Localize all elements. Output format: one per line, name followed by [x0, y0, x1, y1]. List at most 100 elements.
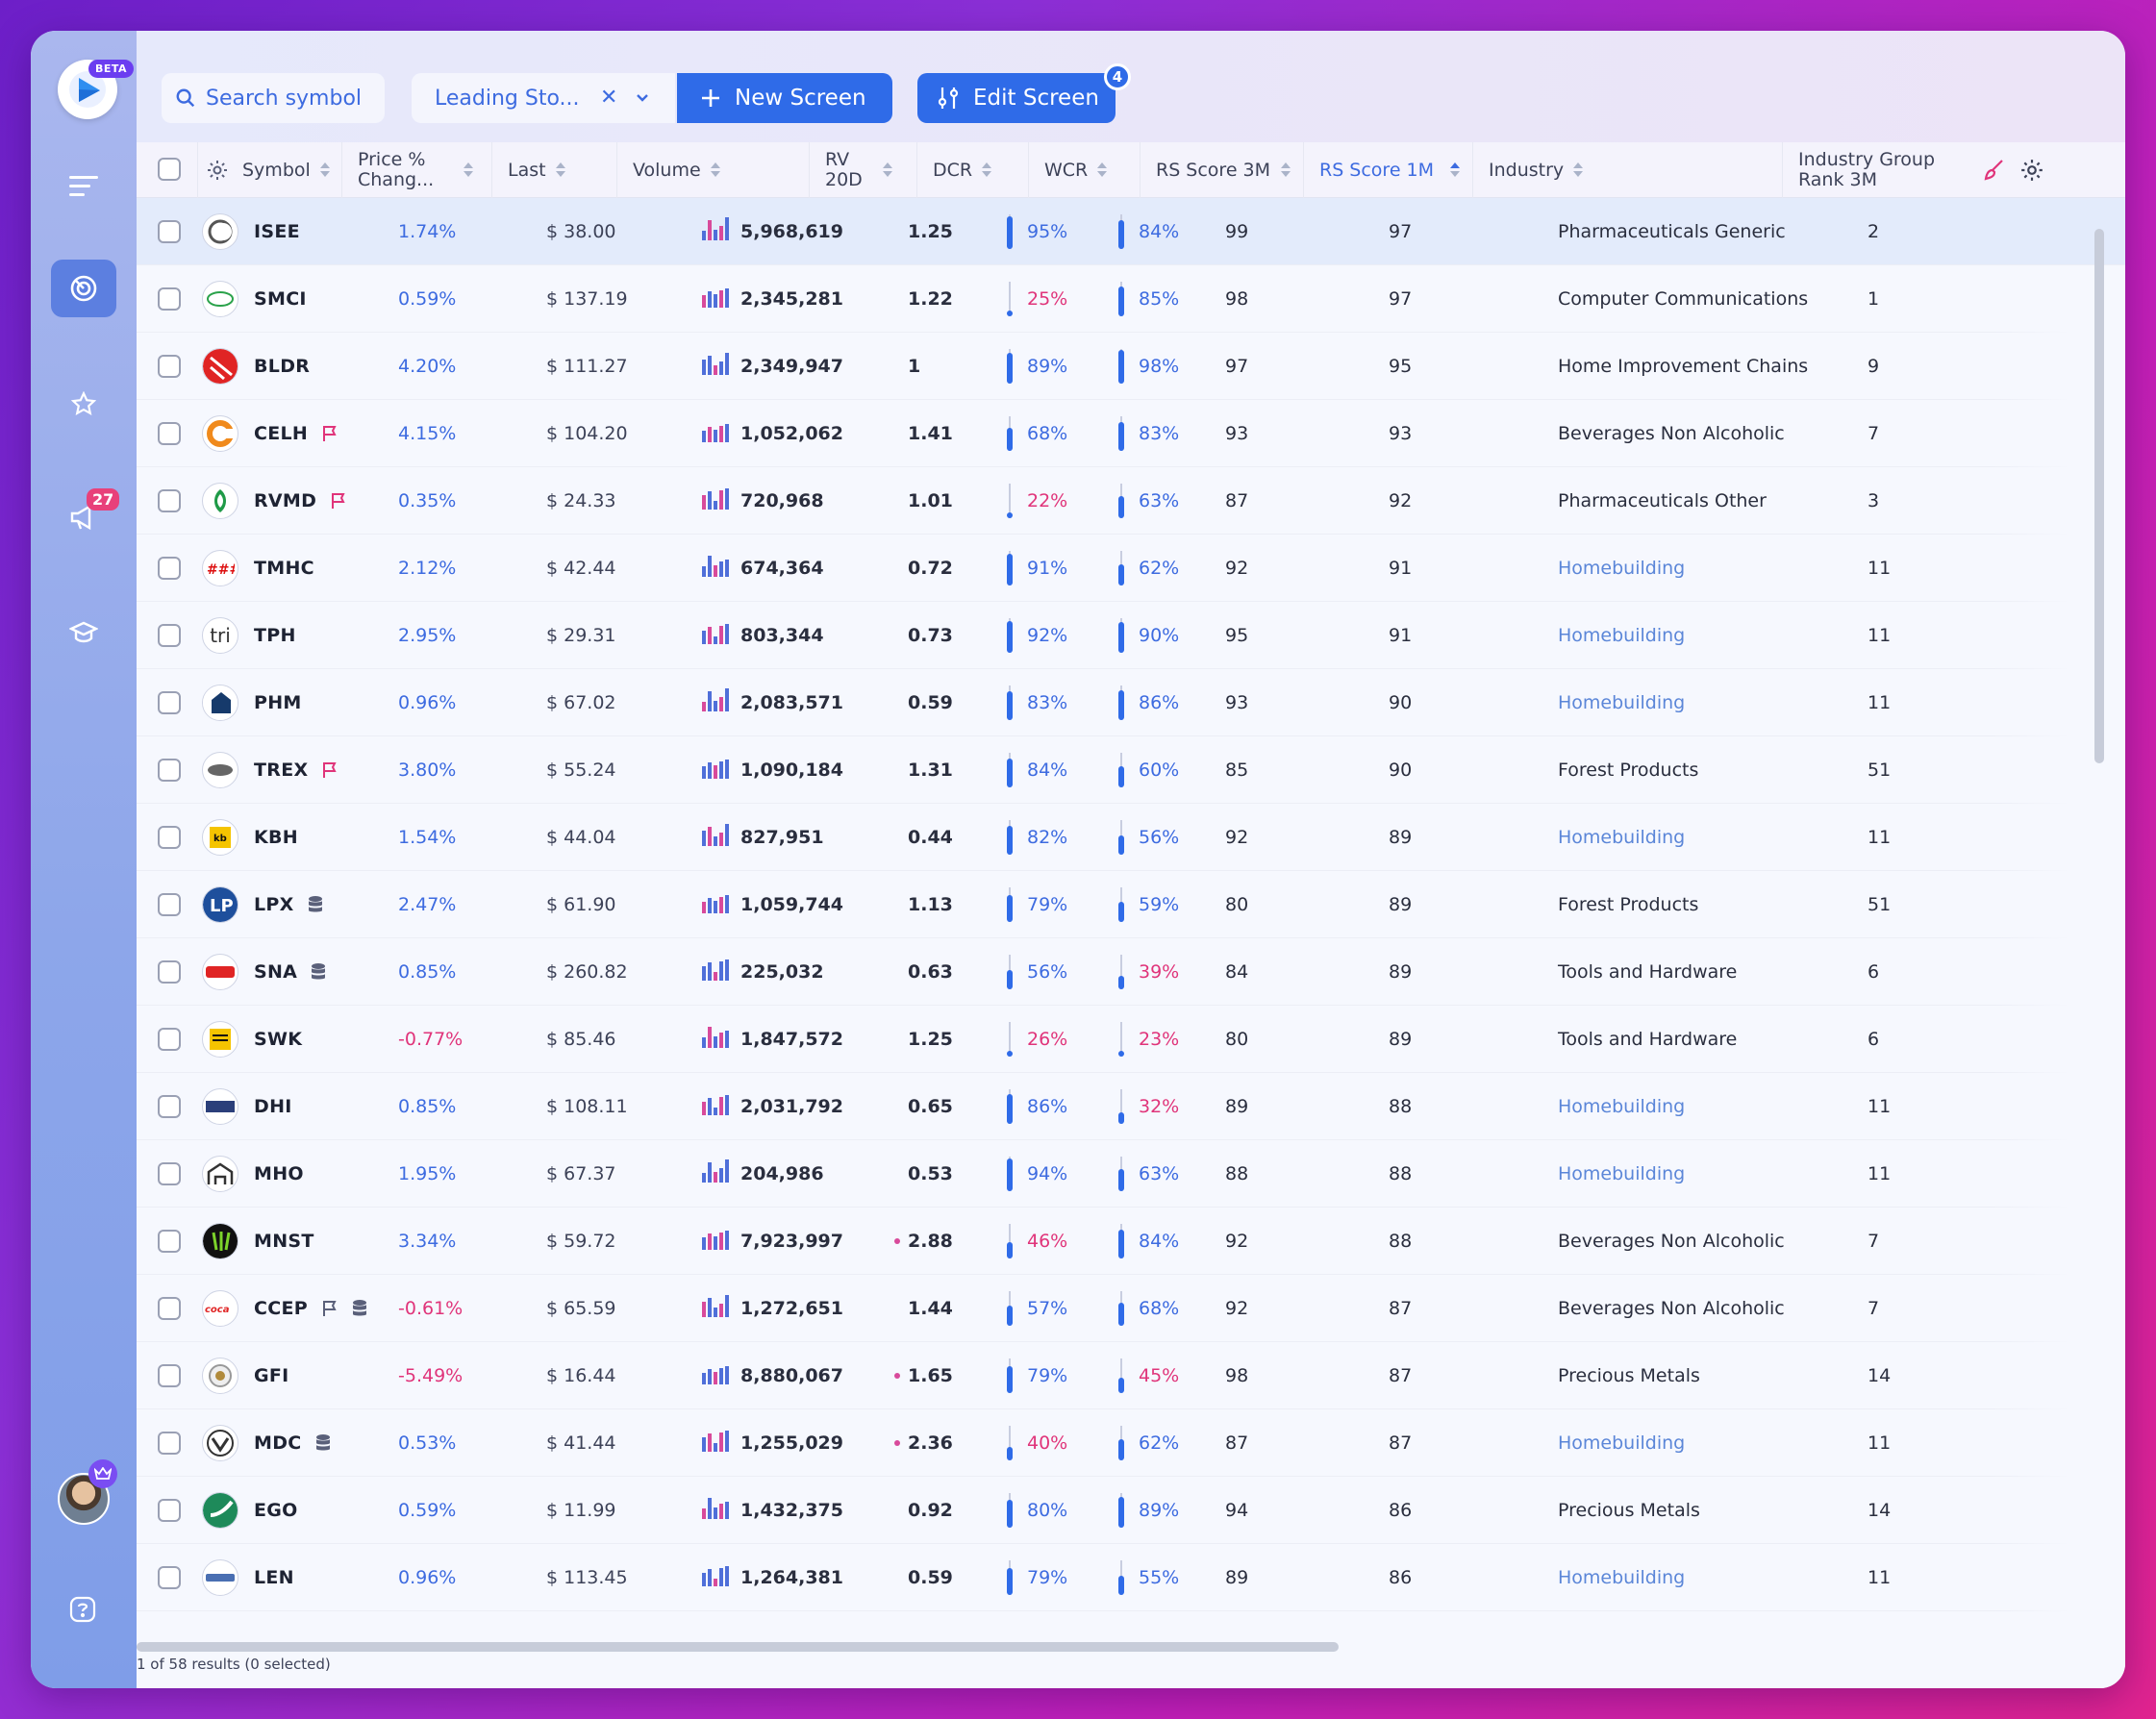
industry-cell[interactable]: Homebuilding — [1558, 1163, 1686, 1184]
row-checkbox[interactable] — [158, 1162, 181, 1185]
symbol[interactable]: MNST — [254, 1231, 314, 1252]
industry-cell[interactable]: Homebuilding — [1558, 625, 1686, 646]
sort-icon[interactable] — [883, 162, 892, 179]
symbol[interactable]: SNA — [254, 961, 298, 983]
symbol[interactable]: RVMD — [254, 490, 317, 511]
symbol-cell[interactable]: PHM — [254, 669, 302, 736]
sort-icon[interactable] — [1097, 162, 1108, 179]
row-checkbox[interactable] — [158, 893, 181, 916]
menu-icon[interactable] — [51, 157, 116, 214]
sort-icon[interactable] — [319, 162, 330, 179]
database-icon[interactable] — [315, 1434, 331, 1452]
row-checkbox[interactable] — [158, 557, 181, 580]
symbol-cell[interactable]: LEN — [254, 1544, 294, 1611]
row-checkbox[interactable] — [158, 624, 181, 647]
industry-cell[interactable]: Homebuilding — [1558, 827, 1686, 848]
screener-nav-icon[interactable] — [51, 260, 116, 317]
row-checkbox[interactable] — [158, 355, 181, 378]
symbol-cell[interactable]: CCEP — [254, 1275, 367, 1342]
table-row[interactable]: MNST 3.34% $ 59.72 7,923,997 2.88 46% 84… — [137, 1208, 2125, 1275]
table-row[interactable]: kb KBH 1.54% $ 44.04 827,951 0.44 82% 56… — [137, 804, 2125, 871]
row-checkbox[interactable] — [158, 1364, 181, 1387]
row-checkbox[interactable] — [158, 691, 181, 714]
header-symbol[interactable]: Symbol — [198, 142, 342, 198]
symbol-cell[interactable]: LPX — [254, 871, 323, 938]
symbol-cell[interactable]: GFI — [254, 1342, 289, 1409]
symbol-cell[interactable]: ISEE — [254, 198, 300, 265]
clear-screen-icon[interactable]: ✕ — [600, 86, 618, 110]
sort-icon[interactable] — [1281, 162, 1291, 179]
chevron-down-icon[interactable] — [635, 90, 650, 106]
horizontal-scrollbar[interactable] — [137, 1642, 1339, 1652]
watchlist-star-icon[interactable] — [51, 375, 116, 433]
row-checkbox[interactable] — [158, 489, 181, 512]
row-checkbox[interactable] — [158, 1230, 181, 1253]
row-checkbox[interactable] — [158, 1432, 181, 1455]
edit-screen-button[interactable]: Edit Screen — [917, 73, 1116, 123]
screen-selector[interactable]: Leading Sto... ✕ — [412, 73, 675, 123]
table-row[interactable]: tri TPH 2.95% $ 29.31 803,344 0.73 92% 9… — [137, 602, 2125, 669]
header-rs3m[interactable]: RS Score 3M — [1141, 142, 1304, 198]
search-input[interactable]: Search symbol — [162, 73, 385, 123]
database-icon[interactable] — [352, 1300, 367, 1317]
symbol[interactable]: KBH — [254, 827, 299, 848]
vertical-scrollbar[interactable] — [2094, 229, 2104, 763]
sort-icon[interactable] — [710, 162, 720, 179]
table-row[interactable]: coca CCEP -0.61% $ 65.59 1,272,651 1.44 … — [137, 1275, 2125, 1342]
symbol[interactable]: CELH — [254, 423, 309, 444]
education-icon[interactable] — [51, 604, 116, 661]
symbol[interactable]: ISEE — [254, 221, 300, 242]
table-settings-gear-icon[interactable] — [2019, 158, 2044, 183]
flag-icon[interactable] — [321, 761, 338, 779]
symbol-cell[interactable]: TPH — [254, 602, 296, 669]
table-row[interactable]: SMCI 0.59% $ 137.19 2,345,281 1.22 25% 8… — [137, 265, 2125, 333]
row-checkbox[interactable] — [158, 422, 181, 445]
table-row[interactable]: CELH 4.15% $ 104.20 1,052,062 1.41 68% 8… — [137, 400, 2125, 467]
symbol-cell[interactable]: CELH — [254, 400, 338, 467]
row-checkbox[interactable] — [158, 220, 181, 243]
row-checkbox[interactable] — [158, 1095, 181, 1118]
table-row[interactable]: #### TMHC 2.12% $ 42.44 674,364 0.72 91%… — [137, 535, 2125, 602]
select-all-checkbox[interactable] — [158, 158, 181, 181]
symbol-cell[interactable]: BLDR — [254, 333, 310, 400]
industry-cell[interactable]: Homebuilding — [1558, 1567, 1686, 1588]
sort-icon[interactable] — [464, 162, 473, 179]
clear-filters-brush-icon[interactable] — [1981, 158, 2006, 183]
symbol-cell[interactable]: MHO — [254, 1140, 304, 1208]
header-industry[interactable]: Industry — [1473, 142, 1783, 198]
row-checkbox[interactable] — [158, 960, 181, 984]
symbol[interactable]: MHO — [254, 1163, 304, 1184]
sort-icon[interactable] — [555, 162, 565, 179]
header-price-pct[interactable]: Price % Chang... — [342, 142, 492, 198]
row-checkbox[interactable] — [158, 1028, 181, 1051]
table-row[interactable]: ISEE 1.74% $ 38.00 5,968,619 1.25 95% 84… — [137, 198, 2125, 265]
flag-icon[interactable] — [321, 425, 338, 442]
symbol-cell[interactable]: MNST — [254, 1208, 314, 1275]
row-checkbox[interactable] — [158, 1499, 181, 1522]
symbol[interactable]: TREX — [254, 760, 309, 781]
table-row[interactable]: PHM 0.96% $ 67.02 2,083,571 0.59 83% 86%… — [137, 669, 2125, 736]
table-row[interactable]: LP LPX 2.47% $ 61.90 1,059,744 1.13 79% … — [137, 871, 2125, 938]
header-rv[interactable]: RV 20D — [810, 142, 917, 198]
sort-icon[interactable] — [982, 162, 992, 179]
symbol-cell[interactable]: SWK — [254, 1006, 302, 1073]
table-row[interactable]: SWK -0.77% $ 85.46 1,847,572 1.25 26% 23… — [137, 1006, 2125, 1073]
table-row[interactable]: MDC 0.53% $ 41.44 1,255,029 2.36 40% 62%… — [137, 1409, 2125, 1477]
industry-cell[interactable]: Homebuilding — [1558, 692, 1686, 713]
symbol[interactable]: SMCI — [254, 288, 307, 310]
symbol[interactable]: PHM — [254, 692, 302, 713]
industry-cell[interactable]: Homebuilding — [1558, 558, 1686, 579]
row-checkbox[interactable] — [158, 287, 181, 311]
flag-icon[interactable] — [330, 492, 347, 510]
symbol[interactable]: LPX — [254, 894, 294, 915]
sort-icon[interactable] — [1573, 162, 1584, 179]
symbol[interactable]: GFI — [254, 1365, 289, 1386]
row-checkbox[interactable] — [158, 1297, 181, 1320]
symbol-cell[interactable]: SNA — [254, 938, 326, 1006]
symbol[interactable]: DHI — [254, 1096, 292, 1117]
table-row[interactable]: LEN 0.96% $ 113.45 1,264,381 0.59 79% 55… — [137, 1544, 2125, 1611]
header-volume[interactable]: Volume — [617, 142, 810, 198]
database-icon[interactable] — [311, 963, 326, 981]
symbol[interactable]: LEN — [254, 1567, 294, 1588]
symbol[interactable]: MDC — [254, 1432, 302, 1454]
